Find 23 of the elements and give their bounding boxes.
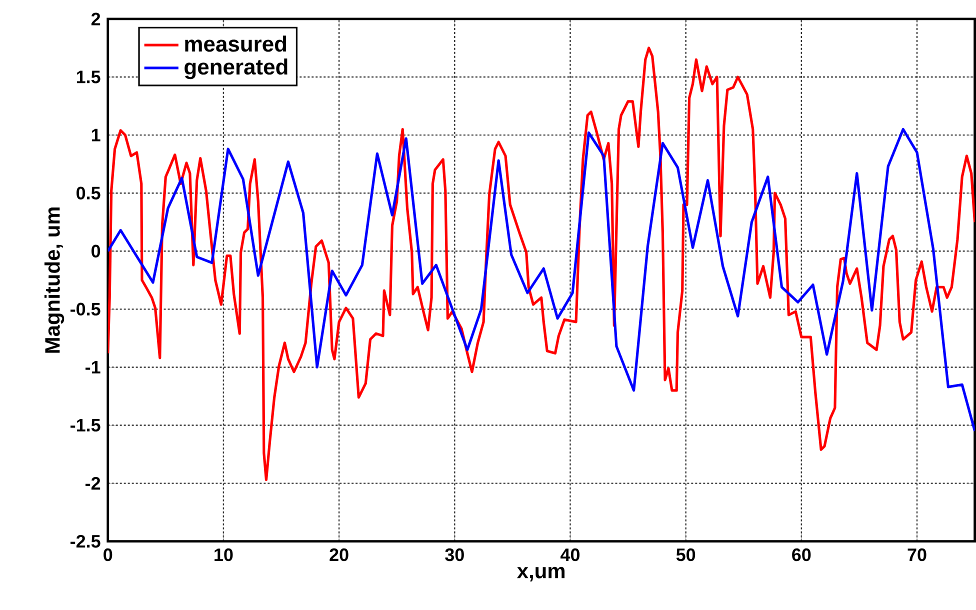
y-axis-title: Magnitude, um xyxy=(44,207,64,353)
x-axis-title: x,um xyxy=(517,566,564,582)
y-tick-label: -2.5 xyxy=(70,534,100,548)
legend-label: generated xyxy=(184,58,288,79)
y-tick-label: 0 xyxy=(92,244,100,258)
legend-label: measured xyxy=(185,35,286,52)
line-series xyxy=(108,128,975,432)
x-tick-label: 50 xyxy=(676,548,696,562)
y-tick-label: -0.5 xyxy=(70,302,100,316)
y-tick-label: 1.5 xyxy=(76,70,100,84)
x-tick-label: 70 xyxy=(908,548,926,562)
y-tick-label: -1 xyxy=(86,360,100,374)
x-tick-label: 20 xyxy=(330,548,348,562)
y-tick-label: -2 xyxy=(86,476,100,490)
y-tick-label: 1 xyxy=(92,128,100,142)
x-tick-label: 40 xyxy=(560,548,580,562)
y-tick-label: 0.5 xyxy=(76,186,100,200)
x-tick-label: 60 xyxy=(792,548,811,562)
x-tick-label: 0 xyxy=(104,548,112,562)
y-tick-label: -1.5 xyxy=(70,418,100,432)
y-tick-label: 2 xyxy=(91,12,100,26)
x-tick-label: 10 xyxy=(214,548,233,562)
x-tick-label: 30 xyxy=(445,548,464,562)
